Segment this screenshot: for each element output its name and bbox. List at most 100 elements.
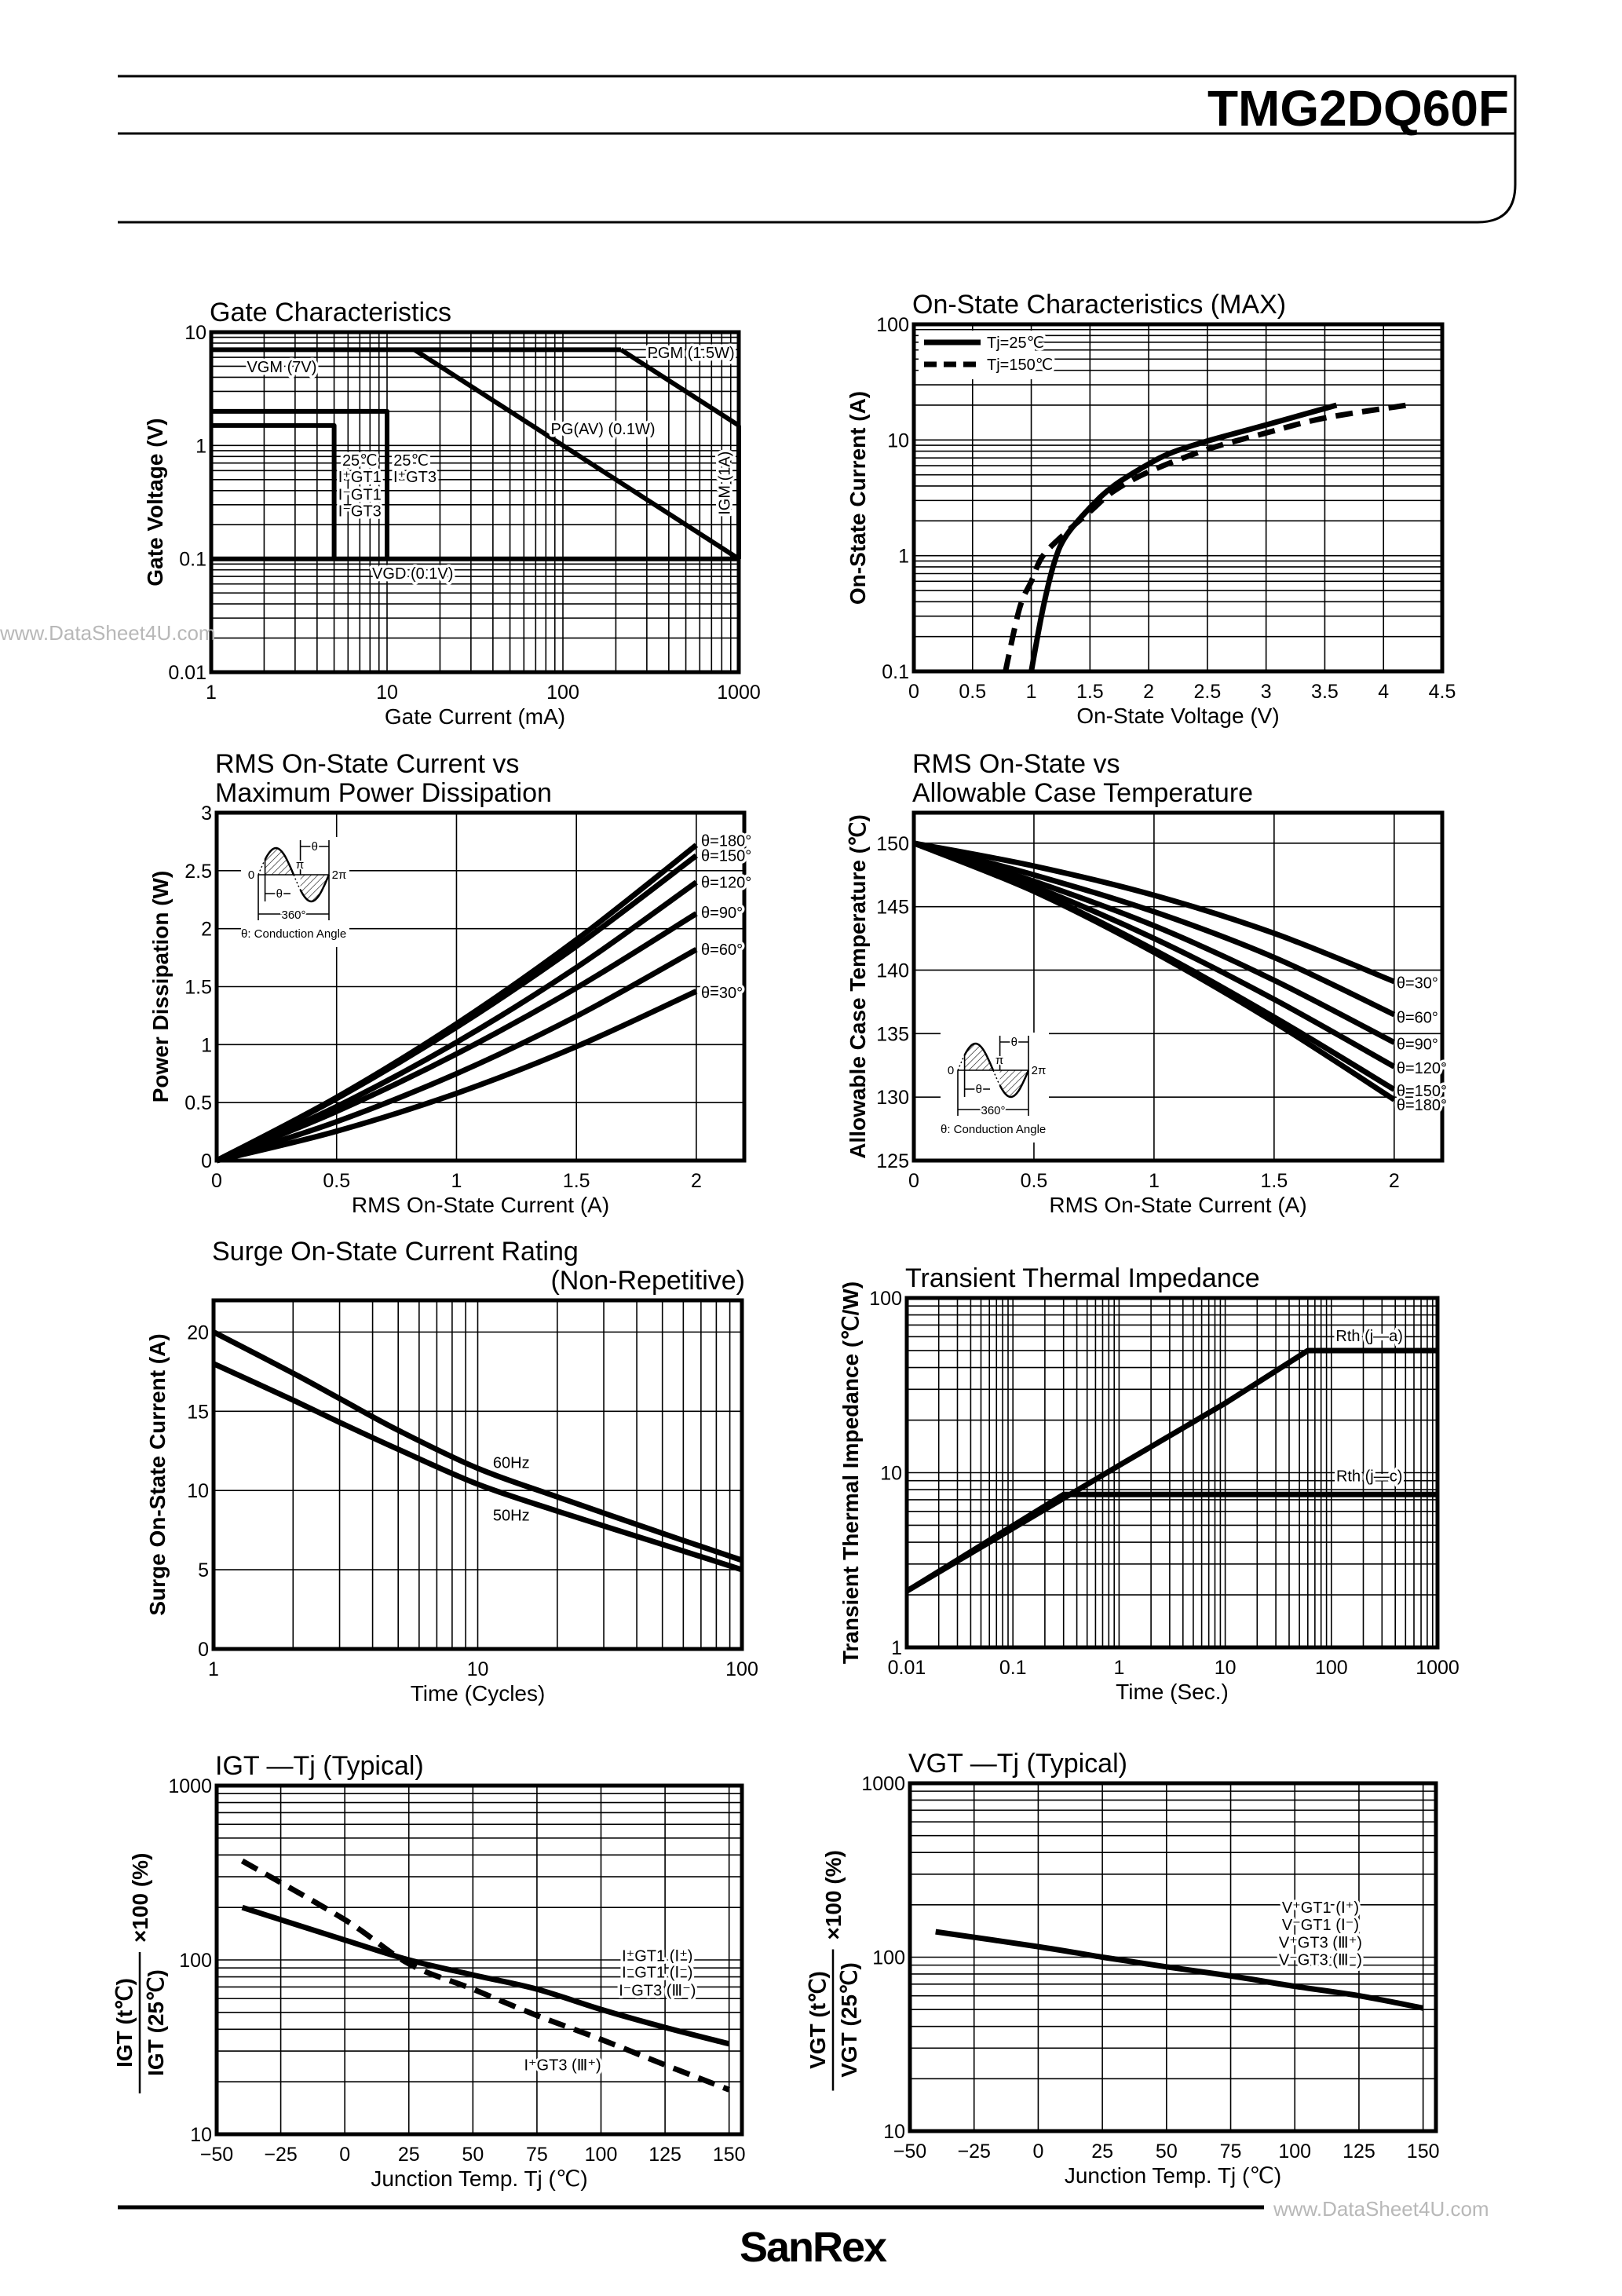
annotation-label: θ=30°: [1397, 975, 1438, 993]
y-tick-label: 135: [876, 1023, 909, 1045]
series-line-1: [935, 1929, 1424, 2011]
x-tick-label: 3.5: [1311, 681, 1339, 703]
x-axis-label: Junction Temp. Tj (℃): [371, 2166, 587, 2191]
chart-title: (Non-Repetitive): [550, 1266, 745, 1296]
grid: [910, 1783, 1436, 2131]
inset-hatch-negative: [300, 875, 329, 901]
annotation-label: Rth (j—a): [1335, 1328, 1403, 1345]
chart-title: On-State Characteristics (MAX): [912, 290, 1286, 320]
y-tick-label: 1: [201, 1034, 212, 1056]
x-tick-label: 100: [585, 2144, 618, 2166]
x-tick-label: 0: [1032, 2141, 1043, 2163]
annotation-label: θ=30°: [701, 985, 743, 1002]
x-tick-label: 0: [211, 1170, 222, 1192]
inset-caption: θ: Conduction Angle: [241, 927, 346, 941]
chart-title: Gate Characteristics: [210, 298, 451, 327]
legend: Tj=25℃ Tj=150℃: [919, 331, 1056, 379]
series-line-1: [905, 1347, 1438, 1594]
chart-title: RMS On-State Current vs: [215, 749, 519, 779]
x-tick-label: 0.5: [1021, 1170, 1048, 1192]
inset-wave-dotted: [957, 1055, 1001, 1086]
header-frame: [118, 75, 1517, 224]
annotation-label: I⁺GT1: [338, 469, 382, 486]
series-line-2: [619, 347, 740, 428]
inset-label-period: 360°: [981, 1104, 1005, 1117]
inset-background: [241, 837, 349, 947]
annotation-label: θ=90°: [701, 905, 743, 922]
x-axis-label: Time (Cycles): [411, 1681, 546, 1706]
y-label-numerator: IGT (t℃): [112, 1978, 137, 2067]
series-line-1: [241, 1904, 730, 2047]
x-tick-label: 25: [398, 2144, 420, 2166]
series-line-6: [211, 422, 337, 559]
annotation-label: I⁻GT1: [338, 486, 382, 503]
y-tick-label: 1: [891, 1637, 902, 1659]
series-line-3: [215, 879, 698, 1164]
series-line-5: [215, 947, 698, 1164]
x-tick-label: 10: [1215, 1657, 1237, 1679]
x-axis-label: Junction Temp. Tj (℃): [1065, 2163, 1281, 2188]
x-tick-label: 1.5: [563, 1170, 590, 1192]
x-tick-label: 2: [1143, 681, 1154, 703]
y-label-suffix: ×100 (%): [128, 1853, 152, 1943]
inset-hatch-negative: [999, 1070, 1028, 1097]
x-tick-label: 2: [1389, 1170, 1400, 1192]
annotation-label: θ=60°: [1397, 1009, 1438, 1026]
series-line-1: [1028, 402, 1338, 672]
x-tick-label: 0.1: [999, 1657, 1027, 1679]
y-axis-label: Allowable Case Temperature (℃): [846, 814, 870, 1159]
x-tick-label: 25: [1091, 2141, 1113, 2163]
x-tick-label: 1: [208, 1658, 219, 1680]
y-axis-label: Transient Thermal Impedance (℃/W): [838, 1281, 863, 1664]
x-tick-label: 125: [648, 2144, 681, 2166]
annotation-label: PG(AV) (0.1W): [551, 421, 656, 438]
x-tick-label: 0: [908, 1170, 919, 1192]
x-tick-label: 0.5: [959, 681, 986, 703]
y-tick-label: 1: [195, 435, 206, 457]
inset-label-theta: θ: [276, 887, 283, 901]
y-axis-label: IGT (t℃) IGT (25℃) ×100 (%): [112, 1853, 168, 2093]
x-axis-label: RMS On-State Current (A): [1049, 1193, 1306, 1217]
x-tick-label: 50: [1156, 2141, 1178, 2163]
x-tick-label: 125: [1343, 2141, 1375, 2163]
annotation-label: V⁻GT3 (Ⅲ⁻): [1279, 1951, 1362, 1969]
series-line-6: [912, 840, 1396, 1102]
y-tick-label: 130: [876, 1087, 909, 1109]
y-tick-label: 0.01: [168, 662, 206, 684]
y-axis-label: Gate Voltage (V): [143, 418, 167, 586]
series-line-2: [905, 1491, 1438, 1594]
inset-label-theta-top: θ: [312, 840, 318, 854]
y-tick-label: 100: [876, 314, 909, 336]
inset-wave-solid: [963, 1042, 1030, 1099]
annotation-label: Rth (j—c): [1336, 1468, 1402, 1485]
annotation-label: θ=150°: [1397, 1083, 1447, 1100]
y-label-denominator: VGT (25℃): [837, 1962, 861, 2078]
x-tick-label: 1: [1149, 1170, 1160, 1192]
x-axis-label: Time (Sec.): [1116, 1680, 1229, 1704]
x-tick-label: 1: [451, 1170, 462, 1192]
x-tick-label: −50: [200, 2144, 233, 2166]
annotation-label: I⁺GT1 (Ⅰ⁺): [622, 1947, 692, 1965]
x-tick-label: 100: [546, 682, 579, 704]
conduction-angle-diagram: 0 π 2π θ θ 360° θ: Conduction Angle: [939, 1033, 1049, 1143]
plot-frame: [209, 330, 741, 675]
annotation-label: θ=60°: [701, 941, 743, 959]
y-tick-label: 10: [887, 430, 909, 452]
plot-frame: [911, 810, 1445, 1163]
y-tick-label: 0: [198, 1639, 209, 1661]
plot-frame: [211, 1298, 744, 1651]
y-tick-label: 10: [184, 322, 206, 344]
x-axis-label: Gate Current (mA): [385, 704, 565, 729]
chart-title: Surge On-State Current Rating: [212, 1237, 579, 1267]
y-tick-label: 0: [201, 1150, 212, 1172]
series-line-6: [216, 989, 698, 1164]
x-tick-label: 1: [1026, 681, 1037, 703]
y-tick-label: 10: [880, 1463, 902, 1485]
x-tick-label: −25: [957, 2141, 990, 2163]
y-tick-label: 10: [187, 1480, 209, 1502]
annotation-label: I⁻GT3 (Ⅲ⁻): [619, 1983, 696, 2000]
chart-title: Allowable Case Temperature: [912, 778, 1253, 808]
plot-frame: [214, 1783, 744, 2137]
